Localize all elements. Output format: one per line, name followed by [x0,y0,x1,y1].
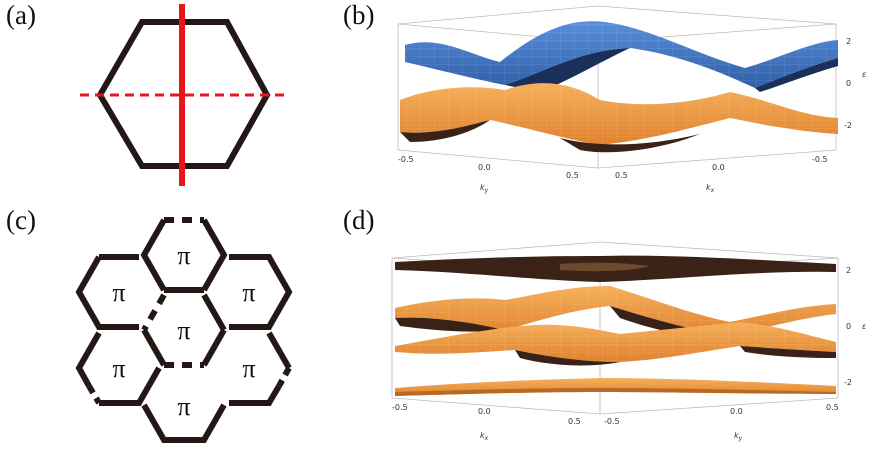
plot-b-right-tick-1: 0.0 [712,163,725,172]
band-top-highlight [560,262,650,272]
pi-label-upper-right: π [242,278,255,307]
hex-center-dashed [141,293,204,368]
panel-label-d: (d) [343,205,375,235]
panel-label-c: (c) [6,205,36,235]
hex-upper-left [75,254,139,330]
plot-d-right-axis-label: ky [734,431,743,442]
lower-band-underside [400,120,700,153]
pi-label-top: π [177,241,190,270]
hex-center-solid [141,293,227,367]
plot-d-left-tick-0: -0.5 [392,403,408,412]
upper-band-blue-mesh [405,21,838,88]
plot-b-right-tick-2: -0.5 [812,155,828,164]
hex-lower-right-solid [229,331,292,406]
panel-label-b: (b) [343,0,375,30]
band-bottom-shadow [395,388,836,396]
plot-b-z-label: ε [862,70,867,79]
plot-b-left-tick-2: 0.5 [566,171,579,180]
band-lower-middle-underside [515,346,836,366]
plot-b-left-tick-0: -0.5 [398,155,414,164]
plot-d: 2 0 -2 ε -0.5 0.0 0.5 kx -0.5 0.0 0.5 ky [391,241,867,442]
pi-label-lower-right: π [242,354,255,383]
pi-label-center: π [177,316,190,345]
hex-lower-left-solid [75,331,162,406]
plot-b-left-axis-label: ky [480,183,489,194]
plot-d-right-tick-2: 0.5 [826,403,839,412]
plot-d-left-axis-label: kx [480,431,489,442]
plot-d-z-tick-neg2: -2 [844,378,852,387]
panel-a-hexagon-diagram [80,4,290,186]
hex-top-solid [140,218,228,292]
plot-b-z-tick-0: 0 [846,79,851,88]
honeycomb-pi-labels: π π π π π π π [112,241,255,421]
hex-bottom [141,403,227,443]
panel-label-a: (a) [6,0,36,30]
plot-d-left-tick-2: 0.5 [568,417,581,426]
plot-b-z-tick-neg2: -2 [844,121,852,130]
pi-label-bottom: π [177,392,190,421]
plot-b-right-tick-0: 0.5 [615,171,628,180]
band-lower-middle-mesh [395,322,836,362]
panel-c-honeycomb-diagram [75,217,293,443]
plot-b-right-axis-label: kx [706,183,715,194]
plot-d-left-tick-1: 0.0 [478,407,491,416]
upper-band-underside [505,48,838,92]
pi-label-lower-left: π [112,354,125,383]
plot-d-right-tick-0: -0.5 [604,417,620,426]
plot-b-z-tick-2: 2 [846,37,851,46]
pi-label-upper-left: π [112,278,125,307]
lower-band-orange-mesh [400,83,838,145]
hex-lower-right-dashed [276,366,292,388]
plot-b: 2 0 -2 ε -0.5 0.0 0.5 ky 0.5 0.0 -0.5 kx [397,5,867,194]
plot-b-left-tick-1: 0.0 [478,163,491,172]
plot-d-z-tick-0: 0 [846,322,851,331]
band-upper-middle-underside [395,306,730,338]
hex-lower-left-dashed [86,384,102,405]
plot-d-z-label: ε [862,322,867,331]
hex-upper-right [229,254,293,330]
plot-d-right-tick-1: 0.0 [730,407,743,416]
plot-d-z-tick-2: 2 [846,266,851,275]
